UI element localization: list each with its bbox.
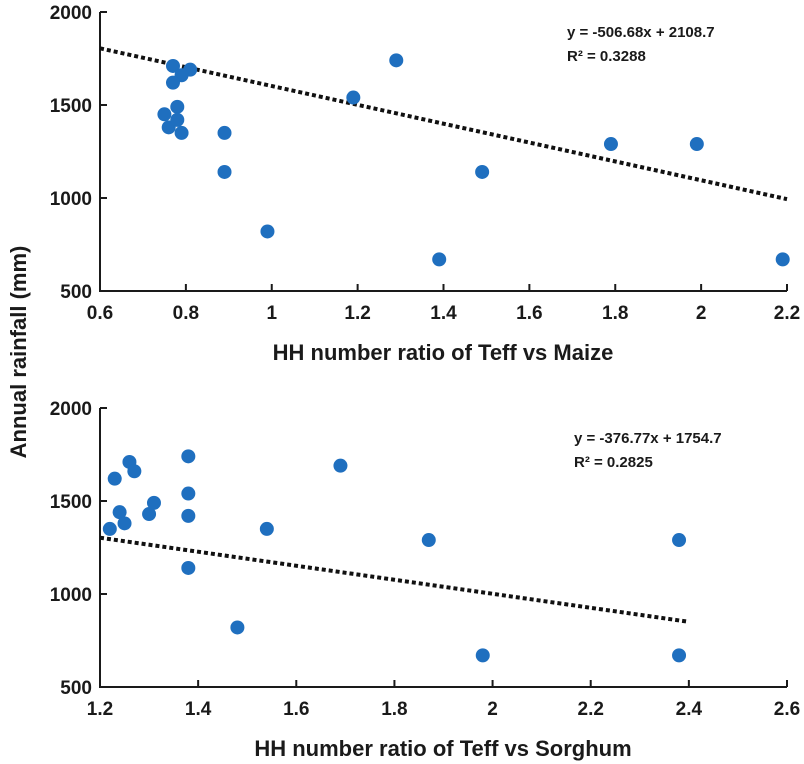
top-data-point: [165, 58, 180, 73]
top-x-tick-label: 1.8: [602, 303, 628, 324]
top-x-ticks: 0.6 0.8 1 1.2 1.4 1.6 1.8 2 2.2: [87, 284, 800, 324]
bottom-data-point: [421, 533, 436, 548]
top-x-tick-label: 2: [696, 303, 707, 324]
bottom-x-tick-label: 2.4: [676, 699, 703, 720]
top-x-tick-label: 1.2: [344, 303, 370, 324]
top-y-tick-label: 2000: [50, 3, 92, 24]
top-data-point: [170, 99, 185, 114]
bottom-x-tick-label: 1.8: [381, 699, 407, 720]
top-x-tick-label: 0.6: [87, 303, 113, 324]
bottom-y-tick-label: 1000: [50, 585, 92, 606]
chart-bottom-teff-vs-sorghum: 1.2 1.4 1.6 1.8 2 2.2 2.4 2.6 500 1000 1500 2000 H…: [50, 399, 800, 761]
top-x-tick-label: 1.6: [516, 303, 542, 324]
bottom-trendline: [99, 535, 690, 624]
top-x-tick-label: 0.8: [173, 303, 199, 324]
top-y-tick-label: 1000: [50, 189, 92, 210]
bottom-data-point: [672, 648, 687, 663]
top-trendline: [99, 46, 788, 202]
top-data-points: [157, 53, 790, 267]
top-x-tick-label: 1: [266, 303, 277, 324]
top-data-point: [217, 164, 232, 179]
bottom-x-ticks: 1.2 1.4 1.6 1.8 2 2.2 2.4 2.6: [87, 680, 800, 720]
bottom-x-tick-label: 1.6: [283, 699, 309, 720]
top-r-squared: R² = 0.3288: [567, 48, 646, 65]
bottom-data-point: [107, 471, 122, 486]
bottom-data-point: [672, 533, 687, 548]
bottom-y-tick-label: 1500: [50, 492, 92, 513]
top-x-axis-label: HH number ratio of Teff vs Maize: [273, 340, 614, 365]
bottom-y-ticks: 500 1000 1500 2000: [50, 399, 107, 699]
top-trend-equation: y = -506.68x + 2108.7: [567, 24, 715, 41]
top-data-point: [432, 252, 447, 267]
bottom-x-tick-label: 1.2: [87, 699, 113, 720]
bottom-data-point: [102, 521, 117, 536]
bottom-data-point: [181, 486, 196, 501]
bottom-x-tick-label: 2.6: [774, 699, 800, 720]
bottom-axes-frame: [99, 408, 787, 688]
top-data-point: [689, 137, 704, 152]
shared-y-axis-label: Annual rainfall (mm): [6, 246, 31, 459]
bottom-y-tick-label: 500: [60, 678, 92, 699]
top-data-point: [603, 137, 618, 152]
bottom-data-point: [181, 449, 196, 464]
top-data-point: [389, 53, 404, 68]
bottom-data-point: [475, 648, 490, 663]
top-data-point: [157, 107, 172, 122]
bottom-data-point: [117, 516, 132, 531]
bottom-x-tick-label: 2.2: [578, 699, 604, 720]
bottom-data-point: [146, 495, 161, 510]
top-data-point: [170, 112, 185, 127]
bottom-x-tick-label: 1.4: [185, 699, 212, 720]
top-x-tick-label: 1.4: [430, 303, 457, 324]
top-data-point: [174, 125, 189, 140]
chart-top-teff-vs-maize: 0.6 0.8 1 1.2 1.4 1.6 1.8 2 2.2 500100015002000 …: [50, 3, 800, 365]
top-x-tick-label: 2.2: [774, 303, 800, 324]
bottom-data-point: [181, 560, 196, 575]
top-data-point: [217, 125, 232, 140]
bottom-data-point: [142, 507, 157, 522]
bottom-data-points: [102, 449, 687, 663]
top-y-tick-label: 1500: [50, 96, 92, 117]
bottom-data-point: [259, 521, 274, 536]
top-data-point: [165, 75, 180, 90]
bottom-y-tick-label: 2000: [50, 399, 92, 420]
top-y-ticks: 500 1000 1500 2000: [50, 3, 107, 303]
top-data-point: [346, 90, 361, 105]
top-axes-frame: [99, 12, 787, 292]
bottom-data-point: [112, 505, 127, 520]
bottom-data-point: [127, 464, 142, 479]
top-data-point: [775, 252, 790, 267]
bottom-data-point: [230, 620, 245, 635]
bottom-x-tick-label: 2: [487, 699, 498, 720]
bottom-data-point: [333, 458, 348, 473]
top-data-point: [260, 224, 275, 239]
bottom-trend-equation: y = -376.77x + 1754.7: [574, 430, 722, 447]
bottom-x-axis-label: HH number ratio of Teff vs Sorghum: [254, 736, 631, 761]
top-data-point: [475, 164, 490, 179]
bottom-data-point: [181, 508, 196, 523]
top-y-tick-label: 500: [60, 282, 92, 303]
bottom-r-squared: R² = 0.2825: [574, 454, 653, 471]
